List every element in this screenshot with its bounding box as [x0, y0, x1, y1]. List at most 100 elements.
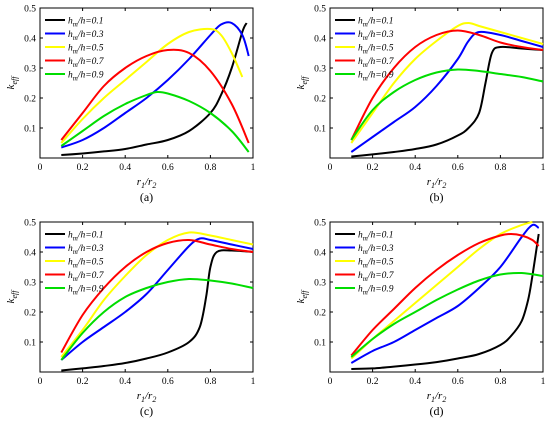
x-axis-label: r1/r2: [427, 176, 447, 190]
legend-label: hm/h=0.5: [68, 44, 104, 56]
panel-label: (d): [430, 404, 444, 418]
x-axis-label: r1/r2: [427, 390, 447, 404]
x-tick-label: 0.8: [494, 377, 506, 387]
x-tick-label: 1: [541, 377, 546, 387]
series-line: [350, 22, 544, 144]
series-line: [60, 27, 244, 144]
y-tick-label: 0.1: [314, 339, 326, 349]
chart-panel: 0 0.2 0.4 0.6 0.8 10.10.20.30.40.5hm/h=0.1hm/…: [295, 5, 546, 205]
legend-label: hm/h=0.3: [358, 30, 394, 42]
series-line: [60, 21, 250, 149]
y-tick-label: 0.4: [314, 249, 326, 259]
series-line: [351, 45, 544, 158]
x-tick-label: 0.8: [204, 163, 216, 173]
x-tick-label: 0.2: [367, 377, 379, 387]
plot-frame: [39, 7, 254, 159]
series-line: [61, 22, 248, 156]
y-tick-label: 0.3: [314, 279, 326, 289]
legend-label: hm/h=0.9: [68, 71, 104, 83]
series-line: [350, 29, 544, 141]
y-axis-label: keff: [295, 75, 309, 90]
y-tick-label: 0.2: [314, 309, 326, 319]
legend-label: hm/h=0.7: [68, 57, 105, 69]
legend-label: hm/h=0.9: [358, 285, 394, 297]
y-tick-label: 0.3: [24, 65, 36, 75]
y-tick-label: 0.1: [24, 125, 36, 135]
series-line: [60, 238, 254, 353]
x-tick-label: 0.4: [409, 163, 421, 173]
legend-label: hm/h=0.1: [358, 231, 394, 243]
panel-label: (c): [140, 404, 153, 418]
x-tick-label: 0.6: [162, 377, 174, 387]
legend-label: hm/h=0.5: [358, 44, 394, 56]
y-tick-label: 0.5: [314, 219, 326, 229]
x-tick-label: 0: [328, 377, 333, 387]
y-axis-label: keff: [295, 289, 309, 304]
y-tick-label: 0.2: [24, 95, 36, 105]
series-line: [60, 237, 254, 361]
series-line: [60, 48, 250, 144]
legend-label: hm/h=0.3: [68, 244, 104, 256]
x-tick-label: 1: [251, 163, 256, 173]
x-tick-label: 0.6: [452, 377, 464, 387]
x-axis-label: r1/r2: [137, 390, 157, 404]
y-axis-label: keff: [5, 75, 19, 90]
series-line: [350, 271, 544, 358]
plot-frame: [329, 221, 544, 373]
series-line: [60, 90, 250, 153]
y-tick-label: 0.1: [314, 125, 326, 135]
legend-label: hm/h=0.3: [68, 30, 104, 42]
x-tick-label: 1: [251, 377, 256, 387]
y-tick-label: 0.5: [24, 219, 36, 229]
x-tick-label: 0.4: [409, 377, 421, 387]
x-tick-label: 0: [38, 163, 43, 173]
x-tick-label: 0.8: [494, 163, 506, 173]
y-tick-label: 0.2: [314, 95, 326, 105]
series-line: [350, 223, 540, 364]
legend-label: hm/h=0.9: [68, 285, 104, 297]
x-tick-label: 1: [541, 163, 546, 173]
panel-label: (a): [140, 190, 153, 204]
y-tick-label: 0.2: [24, 309, 36, 319]
x-tick-label: 0.4: [119, 377, 131, 387]
x-tick-label: 0.2: [77, 163, 89, 173]
legend-label: hm/h=0.7: [68, 271, 105, 283]
y-axis-label: keff: [5, 289, 19, 304]
legend-label: hm/h=0.1: [68, 231, 104, 243]
chart-panel: 0 0.2 0.4 0.6 0.8 10.10.20.30.40.5hm/h=0.1hm/…: [5, 219, 256, 419]
chart-panel: 0 0.2 0.4 0.6 0.8 10.10.20.30.40.5hm/h=0.1hm/…: [5, 5, 256, 205]
y-tick-label: 0.1: [24, 339, 36, 349]
legend-label: hm/h=0.1: [68, 17, 104, 29]
series-line: [350, 233, 540, 357]
x-axis-label: r1/r2: [137, 176, 157, 190]
x-tick-label: 0.2: [367, 163, 379, 173]
legend-label: hm/h=0.7: [358, 57, 395, 69]
series-line: [350, 68, 544, 141]
legend-label: hm/h=0.7: [358, 271, 395, 283]
legend-label: hm/h=0.1: [358, 17, 394, 29]
x-tick-label: 0.6: [162, 163, 174, 173]
x-tick-label: 0.8: [204, 377, 216, 387]
x-tick-label: 0.4: [119, 163, 131, 173]
y-tick-label: 0.3: [24, 279, 36, 289]
legend-label: hm/h=0.5: [358, 258, 394, 270]
x-tick-label: 0: [38, 377, 43, 387]
y-tick-label: 0.5: [314, 5, 326, 15]
legend-label: hm/h=0.9: [358, 71, 394, 83]
legend-label: hm/h=0.5: [68, 258, 104, 270]
series-line: [351, 233, 540, 370]
y-tick-label: 0.3: [314, 65, 326, 75]
chart-panel: 0 0.2 0.4 0.6 0.8 1 0.1 0.2 0.3 0.4 0.5 hm/h=0.1 hm/…: [295, 219, 546, 419]
series-line: [350, 30, 544, 153]
y-tick-label: 0.5: [24, 5, 36, 15]
panel-label: (b): [430, 190, 444, 204]
x-tick-label: 0.2: [77, 377, 89, 387]
y-tick-label: 0.4: [24, 249, 36, 259]
series-line: [61, 249, 254, 372]
x-tick-label: 0: [328, 163, 333, 173]
y-tick-label: 0.4: [24, 35, 36, 45]
series-line: [60, 277, 254, 361]
y-tick-label: 0.4: [314, 35, 326, 45]
x-tick-label: 0.6: [452, 163, 464, 173]
